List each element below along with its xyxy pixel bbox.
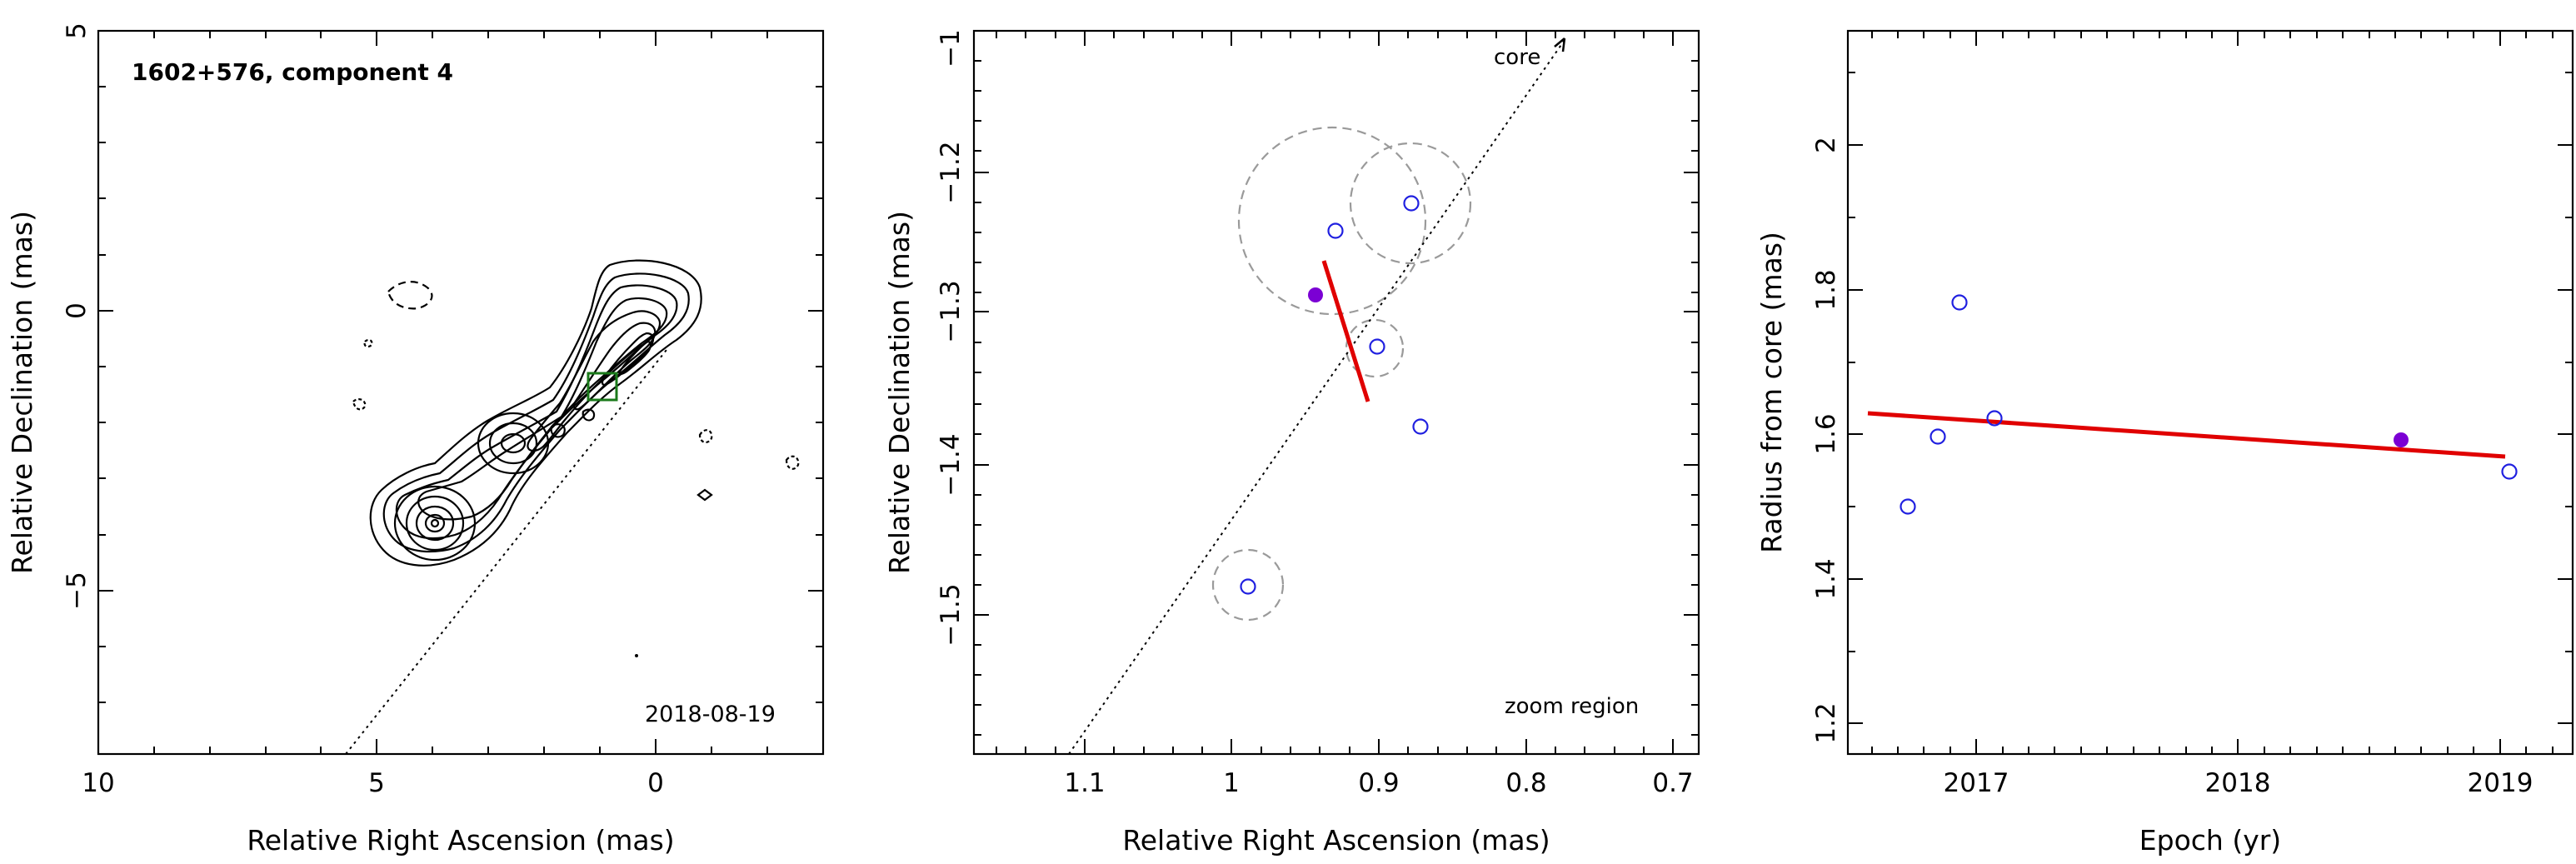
radius-point — [1930, 428, 1946, 445]
radius-y-tick-label: 1.8 — [1811, 269, 1841, 310]
position-point — [1369, 338, 1385, 355]
current-epoch-radius-point — [2394, 432, 2409, 447]
zoom-x-axis-label: Relative Right Ascension (mas) — [1122, 824, 1550, 857]
uncertainty-circle — [1211, 548, 1285, 622]
epoch-date-label: 2018-08-19 — [645, 702, 776, 727]
contour-y-tick-label: −5 — [62, 572, 92, 610]
zoom-x-tick-label: 0.9 — [1358, 768, 1399, 798]
position-points — [1240, 195, 1429, 595]
radius-y-tick-labels: 1.2 1.4 1.6 1.8 2 — [1811, 137, 1841, 744]
zoom-x-tick-labels: 1.1 1 0.9 0.8 0.7 — [1064, 768, 1693, 798]
radius-panel: 2017 2018 2019 1.2 1.4 1.6 1.8 2 Epoch (… — [1755, 29, 2574, 857]
position-point — [1240, 578, 1256, 595]
component-box — [587, 372, 618, 402]
contour-x-tick-labels: 10 5 0 — [82, 768, 664, 798]
uncertainty-circles — [1211, 126, 1472, 622]
radius-y-tick-label: 2 — [1811, 137, 1841, 153]
radius-point — [1986, 410, 2003, 427]
radius-y-tick-label: 1.2 — [1811, 702, 1841, 743]
contour-axes-frame — [97, 29, 825, 756]
contour-tick-marks — [97, 30, 823, 754]
zoom-y-axis-label: Relative Declination (mas) — [883, 211, 916, 574]
radius-point — [1951, 294, 1968, 311]
contour-y-axis-label: Relative Declination (mas) — [6, 211, 38, 574]
zoom-region-label: zoom region — [1505, 694, 1639, 719]
core-arrow-head-icon — [1554, 37, 1566, 52]
uncertainty-circle — [1349, 142, 1472, 265]
current-epoch-point — [1308, 287, 1323, 302]
zoom-y-tick-label: −1.3 — [936, 280, 966, 342]
zoom-y-tick-label: −1.4 — [936, 433, 966, 496]
zoom-x-tick-label: 1.1 — [1064, 768, 1105, 798]
contour-y-tick-label: 0 — [62, 302, 92, 319]
zoom-y-tick-label: −1.2 — [936, 141, 966, 203]
zoom-x-tick-label: 0.7 — [1652, 768, 1693, 798]
zoom-panel: 1.1 1 0.9 0.8 0.7 −1 −1.2 −1.3 −1.4 −1.5… — [883, 29, 1700, 857]
radius-x-tick-label: 2018 — [2205, 768, 2271, 798]
contour-map — [352, 259, 800, 657]
zoom-y-tick-label: −1.5 — [936, 583, 966, 646]
radius-x-axis-label: Epoch (yr) — [2139, 824, 2281, 857]
contour-y-tick-label: 5 — [62, 22, 92, 39]
position-point — [1412, 418, 1429, 435]
radius-point — [2501, 463, 2518, 480]
radius-x-tick-label: 2019 — [2468, 768, 2534, 798]
uncertainty-circle — [1237, 126, 1427, 316]
radius-y-tick-label: 1.6 — [1811, 413, 1841, 454]
core-label: core — [1494, 45, 1540, 70]
zoom-y-tick-label: −1 — [936, 29, 966, 67]
contour-panel: 10 5 0 5 0 −5 Relative Right Ascension (… — [6, 22, 825, 857]
radius-points — [1900, 294, 2518, 515]
core-direction-line — [1068, 39, 1565, 755]
zoom-axes-frame — [972, 29, 1700, 756]
zoom-x-tick-label: 1 — [1223, 768, 1240, 798]
position-point — [1403, 195, 1420, 212]
radius-tick-marks — [1848, 31, 2573, 754]
contour-x-tick-label: 5 — [368, 768, 385, 798]
radius-y-axis-label: Radius from core (mas) — [1755, 232, 1788, 553]
radius-point — [1900, 498, 1916, 515]
contour-x-tick-label: 0 — [647, 768, 664, 798]
position-fit-line — [1321, 260, 1370, 402]
contour-y-tick-labels: 5 0 −5 — [62, 22, 92, 610]
radius-axes-frame — [1846, 29, 2574, 756]
radius-fit-line — [1867, 411, 2506, 459]
zoom-y-tick-labels: −1 −1.2 −1.3 −1.4 −1.5 — [936, 29, 966, 646]
contour-x-axis-label: Relative Right Ascension (mas) — [247, 824, 674, 857]
radius-x-tick-label: 2017 — [1944, 768, 2009, 798]
contour-x-tick-label: 10 — [82, 768, 114, 798]
position-point — [1327, 222, 1344, 239]
radius-y-tick-label: 1.4 — [1811, 558, 1841, 599]
uncertainty-circle — [1345, 318, 1405, 378]
zoom-x-tick-label: 0.8 — [1505, 768, 1546, 798]
contour-panel-title: 1602+576, component 4 — [132, 58, 453, 86]
zoom-tick-marks — [974, 30, 1699, 754]
radius-x-tick-labels: 2017 2018 2019 — [1944, 768, 2534, 798]
